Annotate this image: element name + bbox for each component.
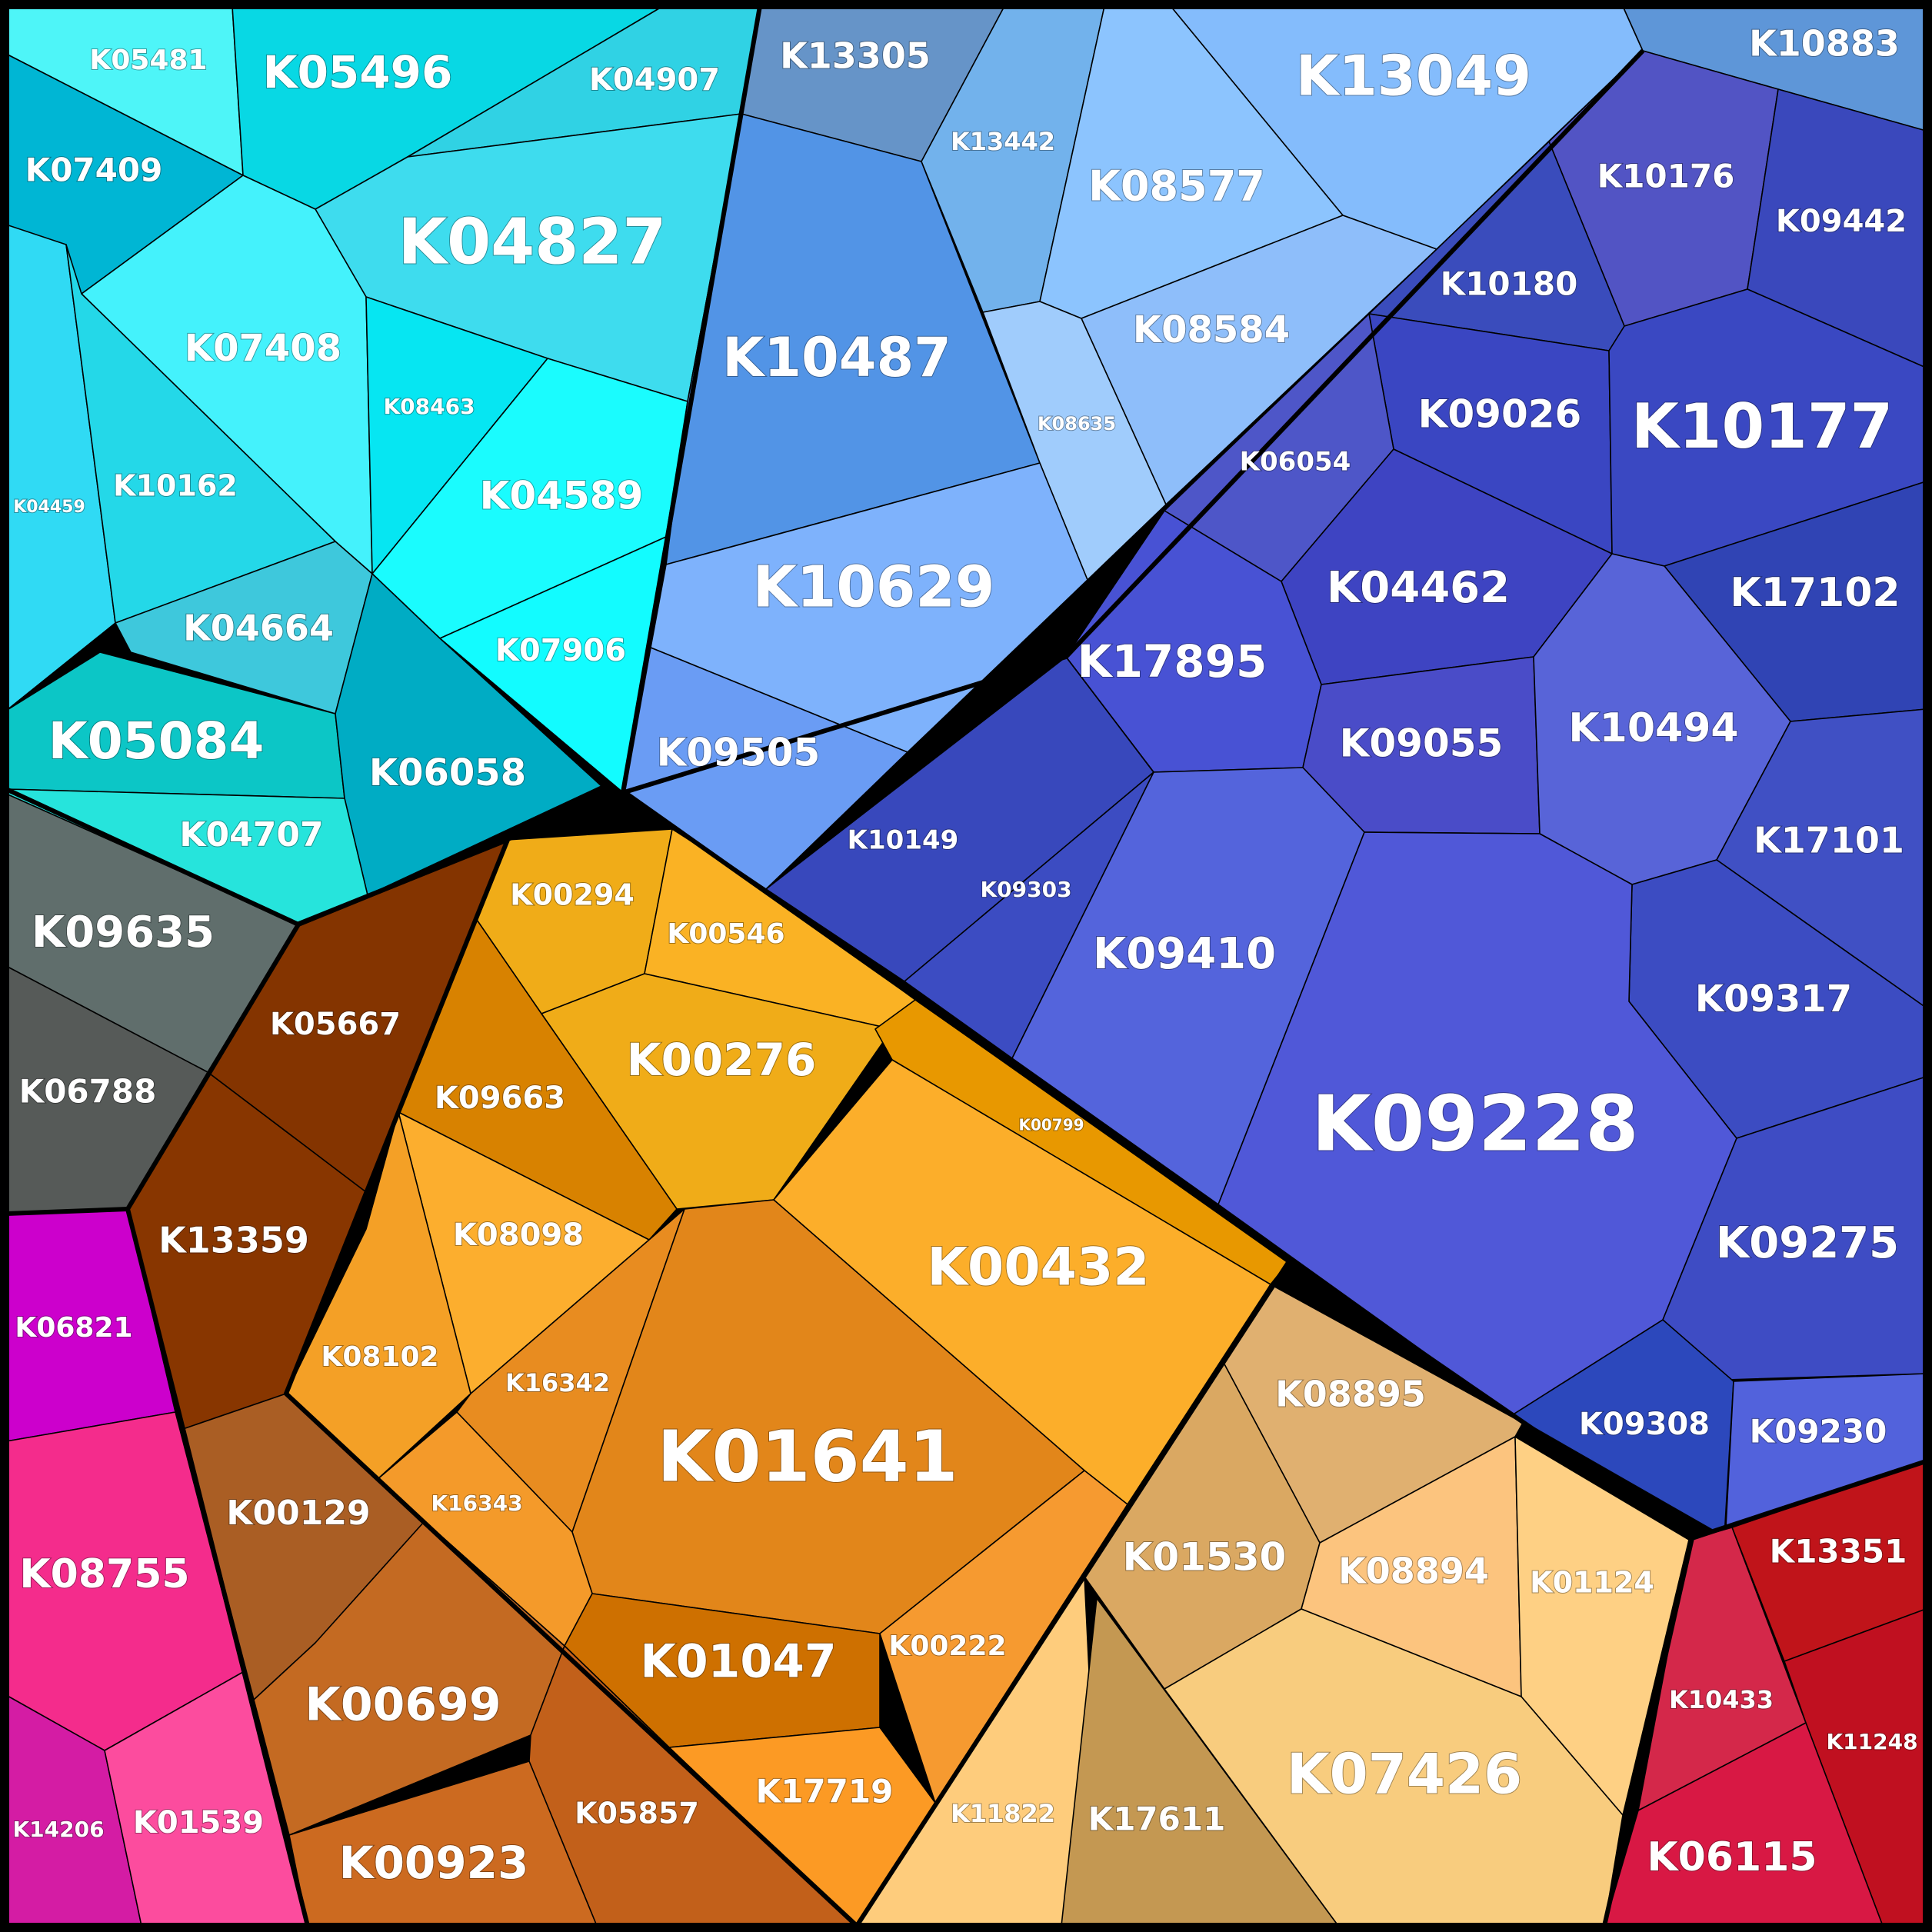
cell-label-k09275: K09275 xyxy=(1716,1218,1899,1268)
cell-label-k16342: K16342 xyxy=(505,1368,610,1397)
cell-label-k05481: K05481 xyxy=(89,45,207,76)
cell-label-k17101: K17101 xyxy=(1754,820,1904,861)
cell-label-k09055: K09055 xyxy=(1340,721,1504,766)
cell-label-k08098: K08098 xyxy=(453,1217,584,1253)
cell-label-k07408: K07408 xyxy=(185,327,341,370)
cell-label-k04462: K04462 xyxy=(1327,563,1510,613)
cell-label-k10494: K10494 xyxy=(1568,705,1738,751)
group-border-4 xyxy=(295,838,509,927)
cell-label-k17102: K17102 xyxy=(1730,570,1900,616)
cell-label-k10883: K10883 xyxy=(1749,23,1900,65)
cell-label-k09442: K09442 xyxy=(1776,204,1907,239)
cell-label-k01641: K01641 xyxy=(657,1415,958,1497)
group-border-1 xyxy=(624,48,1645,794)
group-borders xyxy=(5,5,1927,1928)
cell-label-k10180: K10180 xyxy=(1441,265,1578,303)
cell-label-k08584: K08584 xyxy=(1133,308,1290,351)
cell-label-k17611: K17611 xyxy=(1088,1800,1226,1838)
group-border-2 xyxy=(623,790,1927,1541)
cell-label-k17895: K17895 xyxy=(1078,635,1267,688)
cell-label-k10177: K10177 xyxy=(1631,391,1893,462)
cell-label-k00276: K00276 xyxy=(627,1034,817,1086)
cell-label-k05857: K05857 xyxy=(575,1797,699,1830)
cell-label-k13305: K13305 xyxy=(780,35,931,77)
group-border-3 xyxy=(125,923,310,1927)
cell-label-k06058: K06058 xyxy=(369,751,526,794)
cell-label-k11822: K11822 xyxy=(951,1799,1055,1828)
cell-label-k13359: K13359 xyxy=(158,1220,309,1261)
cell-label-k09228: K09228 xyxy=(1311,1078,1638,1168)
cell-label-k04664: K04664 xyxy=(183,608,334,649)
cell-label-k00432: K00432 xyxy=(927,1237,1149,1298)
cell-label-k10487: K10487 xyxy=(722,326,951,389)
cell-label-k08894: K08894 xyxy=(1338,1551,1489,1592)
labels-layer: K05481 K05496 K04907 K07409 K04827 K07408 K084… xyxy=(12,22,1918,1890)
cell-label-k08577: K08577 xyxy=(1088,162,1265,211)
cell-label-k11248: K11248 xyxy=(1826,1729,1917,1754)
cell-label-k09410: K09410 xyxy=(1093,929,1276,979)
cell-label-k04907: K04907 xyxy=(589,62,720,98)
cell-label-k10162: K10162 xyxy=(113,469,238,503)
cell-label-k05667: K05667 xyxy=(270,1007,401,1042)
cell-label-k04459: K04459 xyxy=(13,498,85,517)
cell-label-k01530: K01530 xyxy=(1123,1535,1287,1580)
cell-label-k04707: K04707 xyxy=(179,815,323,854)
cell-label-k08102: K08102 xyxy=(321,1341,438,1373)
cell-label-k09026: K09026 xyxy=(1418,392,1582,437)
cell-label-k09635: K09635 xyxy=(32,908,215,958)
cell-label-k09317: K09317 xyxy=(1695,978,1852,1021)
group-border-6 xyxy=(284,838,859,1928)
cell-label-k08755: K08755 xyxy=(19,1551,189,1597)
group-border-7 xyxy=(854,1260,1291,1927)
cell-label-k01124: K01124 xyxy=(1530,1566,1654,1600)
cell-label-k05496: K05496 xyxy=(263,46,453,98)
cell-label-k00546: K00546 xyxy=(667,918,784,950)
cell-label-k04827: K04827 xyxy=(398,205,667,278)
cell-label-k06054: K06054 xyxy=(1240,447,1351,478)
cell-label-k10629: K10629 xyxy=(753,555,995,621)
cell-label-k08635: K08635 xyxy=(1038,413,1116,435)
cell-label-k00294: K00294 xyxy=(510,878,635,912)
group-border-5 xyxy=(5,1207,128,1216)
cell-label-k13442: K13442 xyxy=(951,127,1055,156)
cell-label-k08895: K08895 xyxy=(1275,1374,1426,1415)
cell-label-k05084: K05084 xyxy=(48,711,265,771)
cell-label-k10176: K10176 xyxy=(1597,158,1735,195)
cell-label-k00129: K00129 xyxy=(226,1494,370,1533)
cell-label-k01539: K01539 xyxy=(133,1805,264,1840)
cell-label-k06821: K06821 xyxy=(15,1312,132,1344)
cell-label-k09230: K09230 xyxy=(1750,1413,1887,1451)
cell-label-k09303: K09303 xyxy=(980,877,1071,902)
cell-label-k07906: K07906 xyxy=(495,633,626,668)
group-border-8 xyxy=(1602,1537,1694,1927)
cell-label-k00699: K00699 xyxy=(305,1678,501,1732)
cells-layer xyxy=(5,5,1927,1927)
cell-label-k16343: K16343 xyxy=(431,1491,522,1516)
cell-label-k00222: K00222 xyxy=(888,1631,1006,1662)
cell-label-k09663: K09663 xyxy=(435,1081,565,1116)
cell-label-k00799: K00799 xyxy=(1018,1116,1084,1134)
cell-label-k07426: K07426 xyxy=(1287,1742,1522,1807)
cell-label-k07409: K07409 xyxy=(25,152,163,189)
cell-label-k09505: K09505 xyxy=(657,731,821,775)
cell-label-k17719: K17719 xyxy=(756,1773,894,1810)
cell-label-k10433: K10433 xyxy=(1669,1685,1774,1714)
cell-label-k13049: K13049 xyxy=(1296,44,1531,108)
cell-label-k04589: K04589 xyxy=(480,474,644,518)
cell-label-k13351: K13351 xyxy=(1770,1533,1907,1571)
cell-label-k10149: K10149 xyxy=(848,825,959,856)
cell-label-k14206: K14206 xyxy=(12,1817,104,1842)
cell-label-k09308: K09308 xyxy=(1579,1407,1710,1442)
cell-label-k00923: K00923 xyxy=(339,1837,529,1889)
cell-k09275 xyxy=(1662,1076,1927,1381)
cell-label-k06115: K06115 xyxy=(1647,1834,1817,1880)
cell-label-k06788: K06788 xyxy=(19,1073,157,1111)
cell-k10629 xyxy=(650,462,1088,753)
cell-label-k08463: K08463 xyxy=(383,394,475,419)
cell-label-k01047: K01047 xyxy=(640,1635,836,1689)
